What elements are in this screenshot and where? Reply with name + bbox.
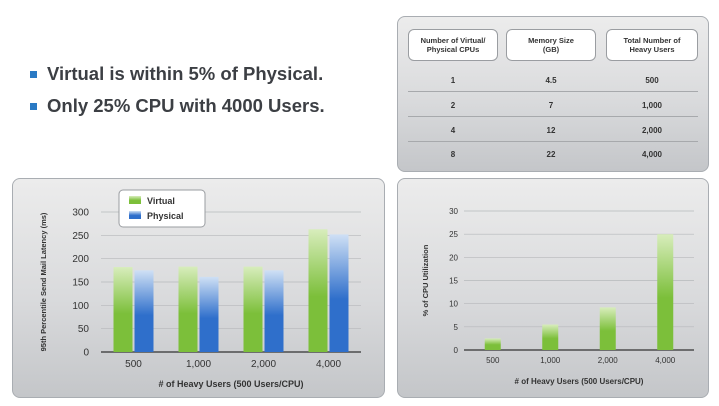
y-axis-title: 95th Percentile Send Mail Latency (ms) bbox=[39, 212, 48, 351]
y-tick-label: 15 bbox=[449, 277, 458, 286]
x-tick-label: 4,000 bbox=[655, 356, 676, 365]
bar-physical bbox=[199, 276, 219, 352]
x-tick-label: 2,000 bbox=[251, 359, 276, 370]
bar-cpu bbox=[599, 307, 616, 350]
bar-physical bbox=[329, 234, 349, 352]
y-tick-label: 5 bbox=[454, 323, 459, 332]
x-tick-label: 500 bbox=[486, 356, 500, 365]
latency-chart-panel: 0 50 100 150 200 250 300 500 1,000 2,000 4,000 # of… bbox=[12, 178, 385, 398]
table-cell: 2 bbox=[450, 101, 456, 110]
table-header-memory: Memory Size (GB) bbox=[506, 29, 596, 61]
config-table: Number of Virtual/ Physical CPUs Memory … bbox=[397, 16, 709, 172]
y-tick-label: 300 bbox=[72, 208, 89, 219]
bullet-square-icon bbox=[30, 70, 37, 78]
y-tick-label: 150 bbox=[72, 278, 89, 289]
x-tick-label: 1,000 bbox=[186, 359, 211, 370]
x-tick-label: 2,000 bbox=[598, 356, 619, 365]
table-header-users: Total Number of Heavy Users bbox=[606, 29, 698, 61]
table-row-divider bbox=[408, 141, 698, 142]
table-cell: 2,000 bbox=[641, 126, 663, 135]
cpu-chart-panel: 0 5 10 15 20 25 30 500 1,000 2,000 4,000 # of Heavy… bbox=[397, 178, 709, 398]
bullet-text: Only 25% CPU with 4000 Users. bbox=[47, 95, 325, 116]
x-axis-title: # of Heavy Users (500 Users/CPU) bbox=[515, 377, 644, 386]
table-row-divider bbox=[408, 91, 698, 92]
y-tick-label: 50 bbox=[78, 324, 90, 335]
y-tick-label: 25 bbox=[449, 230, 458, 239]
bar-virtual bbox=[178, 266, 198, 352]
bar-cpu bbox=[657, 234, 674, 350]
bullet-item: Only 25% CPU with 4000 Users. bbox=[30, 90, 380, 122]
x-tick-label: 4,000 bbox=[316, 359, 341, 370]
legend-label-physical: Physical bbox=[147, 211, 184, 221]
y-tick-label: 100 bbox=[72, 301, 89, 312]
bar-cpu bbox=[542, 324, 559, 350]
table-cell: 12 bbox=[546, 126, 556, 135]
table-cell: 7 bbox=[548, 101, 554, 110]
table-header-cpus: Number of Virtual/ Physical CPUs bbox=[408, 29, 498, 61]
y-tick-label: 250 bbox=[72, 231, 89, 242]
legend-swatch-physical bbox=[129, 211, 141, 219]
y-tick-label: 200 bbox=[72, 254, 89, 265]
bar-physical bbox=[264, 270, 284, 352]
bullet-square-icon bbox=[30, 102, 37, 110]
table-cell: 4.5 bbox=[545, 76, 557, 85]
x-tick-label: 500 bbox=[125, 359, 142, 370]
latency-bar-chart: 0 50 100 150 200 250 300 500 1,000 2,000 4,000 # of… bbox=[39, 189, 361, 389]
y-tick-label: 20 bbox=[449, 253, 458, 262]
bar-virtual bbox=[243, 266, 263, 352]
bullet-text: Virtual is within 5% of Physical. bbox=[47, 63, 324, 84]
bullet-list: Virtual is within 5% of Physical. Only 2… bbox=[30, 58, 380, 122]
bar-cpu bbox=[484, 338, 501, 350]
y-axis-title: % of CPU Utilization bbox=[421, 244, 430, 316]
table-cell: 1 bbox=[450, 76, 456, 85]
table-cell: 500 bbox=[645, 76, 659, 85]
table-row-divider bbox=[408, 116, 698, 117]
y-tick-label: 0 bbox=[454, 346, 459, 355]
y-tick-label: 0 bbox=[83, 348, 89, 359]
table-cell: 22 bbox=[546, 150, 556, 159]
x-axis-title: # of Heavy Users (500 Users/CPU) bbox=[158, 379, 303, 389]
table-cell: 1,000 bbox=[641, 101, 663, 110]
bullet-item: Virtual is within 5% of Physical. bbox=[30, 58, 380, 90]
table-cell: 4,000 bbox=[641, 150, 663, 159]
bar-virtual bbox=[113, 267, 133, 352]
table-cell: 4 bbox=[450, 126, 456, 135]
x-tick-label: 1,000 bbox=[540, 356, 561, 365]
legend-swatch-virtual bbox=[129, 196, 141, 204]
y-tick-label: 10 bbox=[449, 300, 458, 309]
legend-label-virtual: Virtual bbox=[147, 196, 175, 206]
cpu-utilization-bar-chart: 0 5 10 15 20 25 30 500 1,000 2,000 4,000 # of Heavy… bbox=[421, 207, 694, 386]
bar-virtual bbox=[308, 229, 328, 352]
y-tick-label: 30 bbox=[449, 207, 458, 216]
table-cell: 8 bbox=[450, 150, 456, 159]
bar-physical bbox=[134, 270, 154, 352]
